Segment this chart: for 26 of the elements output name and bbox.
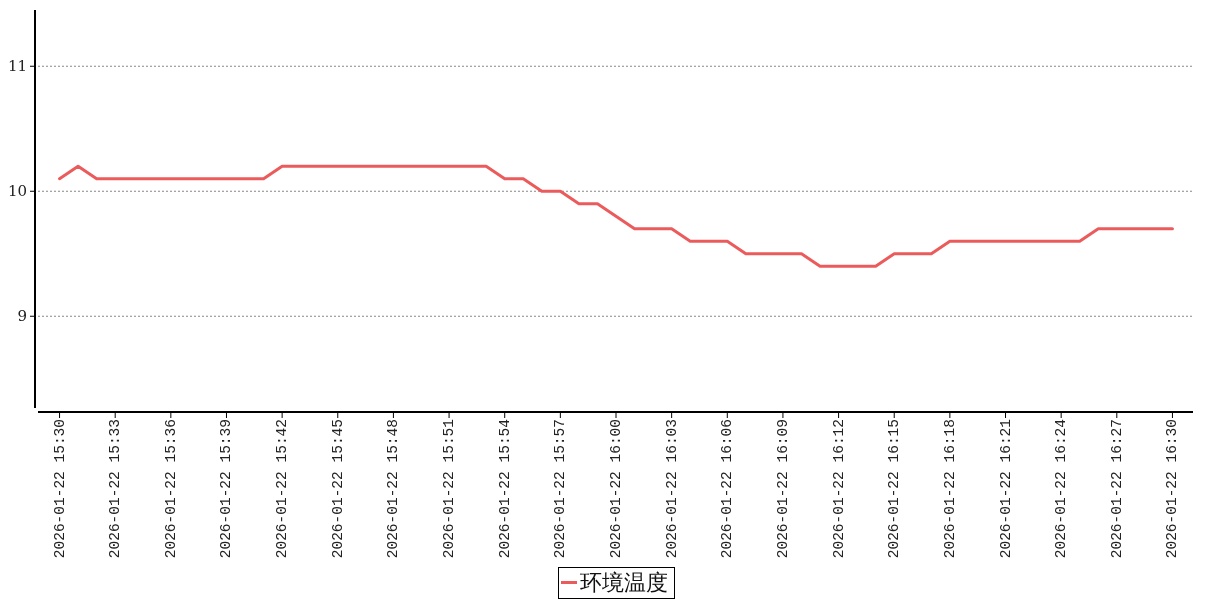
x-tick-label: 2026-01-22 16:03	[663, 419, 680, 559]
x-tick-label: 2026-01-22 16:30	[1164, 419, 1181, 559]
x-tick-label: 2026-01-22 15:54	[496, 419, 513, 559]
y-tick-label: 10	[7, 182, 27, 201]
x-tick-label: 2026-01-22 15:51	[441, 419, 458, 559]
x-tick-label: 2026-01-22 16:09	[774, 419, 791, 559]
x-tick-label: 2026-01-22 16:21	[997, 419, 1014, 559]
y-tick-label: 9	[17, 307, 27, 326]
x-tick-label: 2026-01-22 15:45	[329, 419, 346, 559]
x-tick-label: 2026-01-22 15:33	[107, 419, 124, 559]
x-tick-label: 2026-01-22 15:57	[552, 419, 569, 559]
x-tick-label: 2026-01-22 16:00	[608, 419, 624, 559]
y-tick-label: 11	[7, 57, 27, 76]
x-tick-label: 2026-01-22 16:12	[830, 419, 847, 559]
x-tick-label: 2026-01-22 16:24	[1053, 419, 1070, 559]
x-tick-label: 2026-01-22 15:39	[218, 419, 235, 559]
x-tick-label: 2026-01-22 16:27	[1108, 419, 1125, 559]
x-tick-label: 2026-01-22 15:36	[162, 419, 179, 559]
legend: 环境温度	[558, 567, 675, 599]
x-tick-label: 2026-01-22 15:48	[385, 419, 402, 559]
x-tick-label: 2026-01-22 15:42	[274, 419, 291, 559]
x-tick-label: 2026-01-22 16:15	[886, 419, 903, 559]
legend-label: 环境温度	[580, 570, 668, 595]
x-tick-label: 2026-01-22 16:06	[719, 419, 736, 559]
x-tick-label: 2026-01-22 15:30	[51, 419, 68, 559]
x-tick-label: 2026-01-22 16:18	[941, 419, 958, 559]
